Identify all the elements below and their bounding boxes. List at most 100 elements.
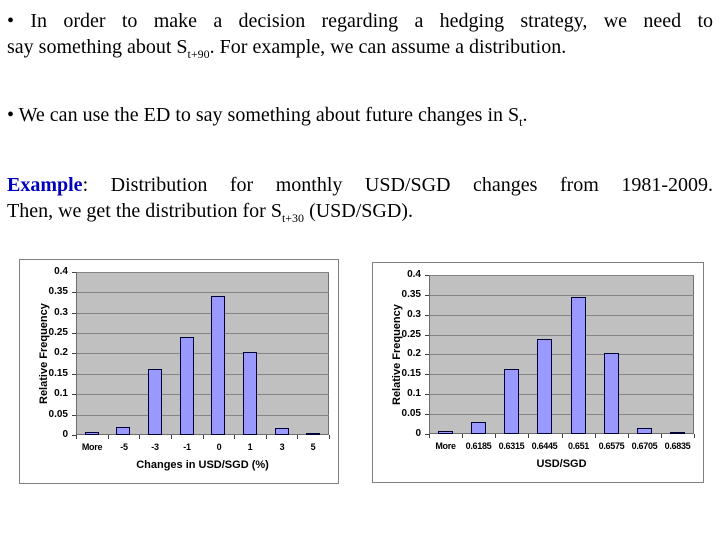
y-tick-label: 0.1 [407, 388, 421, 399]
example-label: Example [7, 174, 83, 196]
bar [438, 431, 453, 434]
x-tick-mark [528, 434, 529, 438]
x-tick-mark [76, 435, 77, 439]
bar [148, 369, 162, 435]
x-tick-mark [661, 434, 662, 438]
bullet1-line2-text: say something about S [7, 36, 188, 58]
bar [275, 428, 289, 435]
y-tick-mark [425, 335, 429, 336]
y-tick-label: 0.3 [407, 309, 421, 320]
gridline [430, 394, 694, 395]
bullet-point-1: • In order to make a decision regarding … [7, 8, 713, 60]
x-tick-label: 0.651 [567, 441, 590, 451]
y-tick-label: 0.35 [48, 286, 68, 297]
bar [537, 339, 552, 434]
y-tick-mark [425, 414, 429, 415]
bar [306, 433, 320, 435]
bullet-point-2: • We can use the ED to say something abo… [7, 102, 713, 128]
example-separator: : [82, 174, 111, 196]
y-tick-label: 0.05 [401, 408, 421, 419]
y-tick-label: 0.1 [54, 388, 68, 399]
y-tick-label: 0.3 [54, 307, 68, 318]
example-line1-text: Distribution for monthly USD/SGD changes… [110, 174, 714, 196]
y-tick-label: 0 [62, 429, 68, 440]
bullet-icon: • [7, 10, 15, 32]
bullet1-line1-text: In order to make a decision regarding a … [30, 10, 714, 32]
example-paragraph: Example: Distribution for monthly USD/SG… [7, 172, 713, 224]
y-tick-label: 0 [415, 428, 421, 439]
gridline [77, 313, 329, 314]
bullet1-line2: say something about St+90. For example, … [7, 34, 713, 60]
y-tick-label: 0.15 [48, 368, 68, 379]
bar [211, 296, 225, 435]
y-tick-label: 0.25 [401, 329, 421, 340]
gridline [430, 275, 694, 276]
gridline [430, 335, 694, 336]
x-tick-label: 0.6575 [598, 441, 625, 451]
x-tick-mark [171, 435, 172, 439]
x-tick-mark [329, 435, 330, 439]
y-tick-mark [425, 295, 429, 296]
bullet2-text: We can use the ED to say something about… [18, 104, 520, 126]
x-tick-mark [429, 434, 430, 438]
bar [604, 353, 619, 434]
y-tick-mark [72, 353, 76, 354]
gridline [430, 295, 694, 296]
y-tick-mark [425, 354, 429, 355]
bar [471, 422, 486, 434]
y-tick-mark [425, 374, 429, 375]
y-axis-title: Relative Frequency [38, 303, 50, 404]
y-tick-mark [72, 374, 76, 375]
bar [571, 297, 586, 434]
y-tick-mark [425, 434, 429, 435]
bar [243, 352, 257, 435]
example-line2-text-end: (USD/SGD). [304, 200, 413, 222]
x-tick-label: 0.6315 [498, 441, 525, 451]
bullet1-line1: • In order to make a decision regarding … [7, 8, 713, 34]
gridline [430, 414, 694, 415]
bar [504, 369, 519, 434]
y-tick-label: 0.2 [407, 348, 421, 359]
gridline [77, 374, 329, 375]
x-tick-mark [628, 434, 629, 438]
example-line2-text: Then, we get the distribution for S [7, 200, 282, 222]
bar [85, 432, 99, 435]
bullet-icon: • [7, 104, 15, 126]
y-tick-label: 0.2 [54, 347, 68, 358]
y-tick-label: 0.05 [48, 409, 68, 420]
bar [116, 427, 130, 435]
x-tick-mark [562, 434, 563, 438]
gridline [77, 333, 329, 334]
example-line1: Example: Distribution for monthly USD/SG… [7, 172, 713, 198]
x-tick-label: More [435, 441, 456, 451]
x-tick-label: 0.6705 [631, 441, 658, 451]
y-tick-mark [72, 272, 76, 273]
x-tick-mark [139, 435, 140, 439]
gridline [77, 394, 329, 395]
x-tick-label: 5 [310, 442, 316, 452]
y-tick-label: 0.25 [48, 327, 68, 338]
y-axis-title: Relative Frequency [391, 304, 403, 405]
subscript-t90: t+90 [187, 47, 210, 61]
subscript-t: t [519, 115, 523, 129]
gridline [77, 292, 329, 293]
subscript-t30: t+30 [281, 211, 305, 225]
gridline [77, 415, 329, 416]
x-tick-mark [297, 435, 298, 439]
gridline [430, 315, 694, 316]
gridline [77, 353, 329, 354]
x-axis-title: USD/SGD [536, 458, 587, 470]
y-tick-mark [72, 292, 76, 293]
y-tick-mark [72, 435, 76, 436]
x-tick-mark [462, 434, 463, 438]
x-tick-mark [203, 435, 204, 439]
x-tick-label: -1 [183, 442, 191, 452]
gridline [430, 354, 694, 355]
gridline [77, 272, 329, 273]
y-tick-label: 0.4 [407, 269, 421, 280]
x-tick-label: -5 [120, 442, 128, 452]
x-tick-label: 1 [247, 442, 253, 452]
y-tick-mark [72, 333, 76, 334]
y-tick-mark [425, 275, 429, 276]
